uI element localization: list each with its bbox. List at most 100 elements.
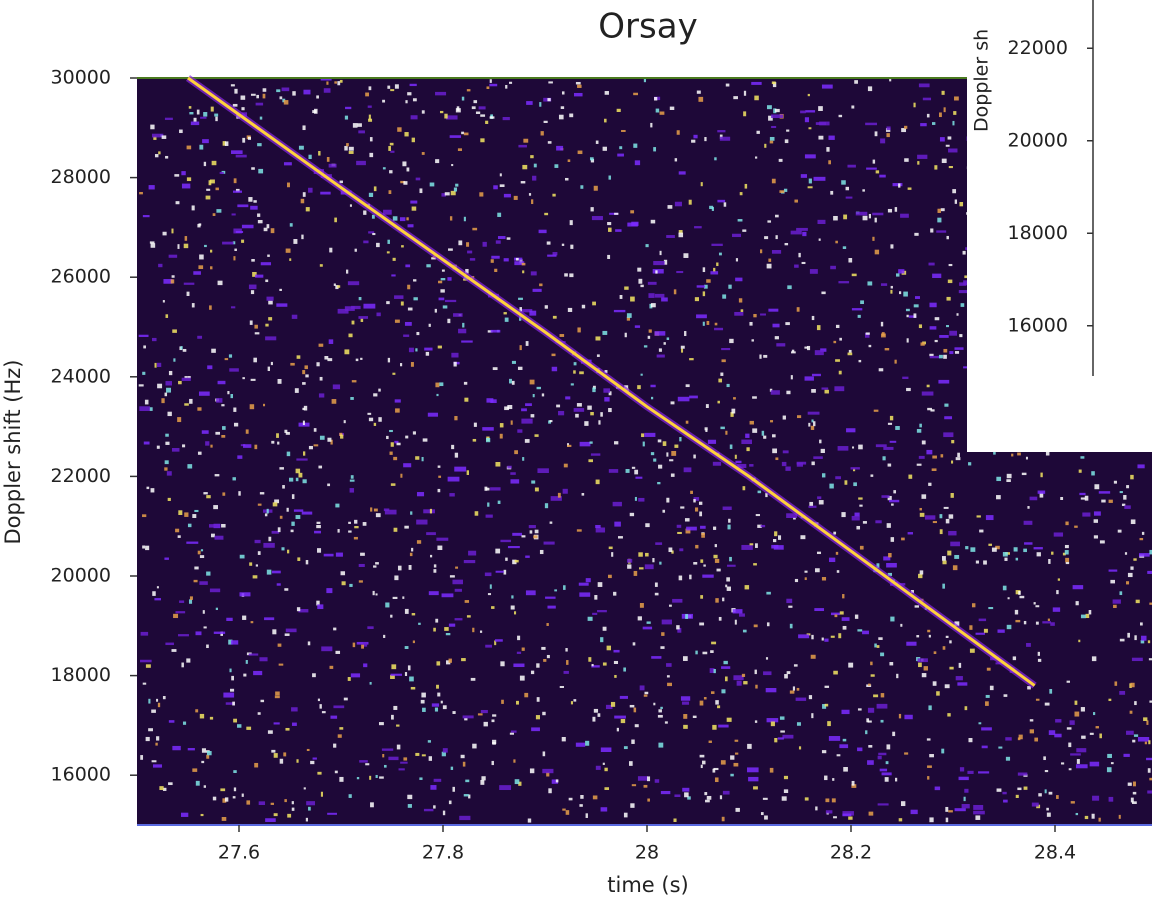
noise-speckle [370,802,374,808]
noise-speckle [695,544,699,549]
noise-speckle [422,707,426,712]
noise-speckle [883,446,894,450]
noise-speckle [813,176,826,181]
noise-speckle [454,618,463,621]
noise-speckle [723,202,727,207]
noise-speckle [255,102,264,106]
noise-speckle [889,415,894,421]
noise-speckle [421,152,425,155]
noise-speckle [942,560,947,565]
noise-speckle [724,676,728,682]
noise-speckle [384,509,397,515]
noise-speckle [383,209,392,215]
noise-speckle [918,573,923,579]
noise-speckle [534,529,539,534]
noise-speckle [522,457,525,461]
noise-speckle [913,304,919,308]
noise-speckle [289,477,294,482]
noise-speckle [638,497,645,502]
noise-speckle [302,420,305,426]
noise-speckle [542,711,546,716]
noise-speckle [259,492,265,495]
noise-speckle [604,767,608,772]
noise-speckle [720,372,724,376]
noise-speckle [400,761,408,764]
noise-speckle [265,279,269,283]
noise-speckle [969,648,975,653]
noise-speckle [978,722,982,725]
noise-speckle [507,465,512,469]
noise-speckle [404,646,409,650]
noise-speckle [743,681,748,685]
noise-speckle [732,233,742,238]
noise-speckle [818,135,824,140]
noise-speckle [158,151,161,155]
noise-speckle [283,162,292,166]
noise-speckle [671,550,674,554]
noise-speckle [676,625,680,630]
noise-speckle [233,770,237,774]
noise-speckle [1146,757,1152,761]
noise-speckle [494,639,503,642]
noise-speckle [337,81,341,86]
noise-speckle [895,273,900,277]
noise-speckle [348,146,354,151]
noise-speckle [453,187,458,192]
noise-speckle [836,570,840,573]
noise-speckle [1141,635,1147,641]
noise-speckle [1084,495,1089,501]
noise-speckle [621,129,626,132]
noise-speckle [400,180,405,184]
noise-speckle [753,624,758,628]
noise-speckle [1021,472,1027,476]
noise-speckle [663,259,668,265]
noise-speckle [149,407,153,411]
noise-speckle [421,456,424,462]
noise-speckle [465,268,469,274]
noise-speckle [820,348,827,352]
noise-speckle [142,545,146,549]
noise-speckle [565,648,568,652]
noise-speckle [652,558,655,563]
noise-speckle [191,303,195,308]
noise-speckle [433,805,436,809]
noise-speckle [890,285,893,289]
noise-speckle [193,117,197,122]
noise-speckle [623,746,628,750]
noise-speckle [239,592,251,597]
noise-speckle [677,627,682,633]
noise-speckle [490,487,501,491]
noise-speckle [876,703,888,709]
noise-speckle [273,753,278,758]
noise-speckle [428,591,439,596]
noise-speckle [428,323,431,327]
noise-speckle [845,186,850,191]
noise-speckle [1132,791,1137,795]
noise-speckle [919,512,925,517]
noise-speckle [875,170,880,174]
noise-speckle [222,141,226,146]
noise-speckle [331,399,337,404]
noise-speckle [768,308,779,312]
noise-speckle [704,792,708,796]
noise-speckle [948,148,958,153]
noise-speckle [749,321,753,326]
noise-speckle [763,671,772,676]
noise-speckle [809,501,814,506]
noise-speckle [274,499,280,504]
noise-speckle [842,625,847,630]
noise-speckle [1027,686,1031,690]
noise-speckle [296,458,308,461]
noise-speckle [703,564,706,567]
noise-speckle [472,743,477,749]
noise-speckle [262,88,267,92]
noise-speckle [597,610,607,613]
noise-speckle [848,349,852,353]
noise-speckle [393,705,398,710]
noise-speckle [796,687,800,691]
noise-speckle [376,312,381,317]
noise-speckle [401,245,404,248]
noise-speckle [666,452,669,457]
noise-speckle [743,90,747,96]
noise-speckle [461,340,473,343]
